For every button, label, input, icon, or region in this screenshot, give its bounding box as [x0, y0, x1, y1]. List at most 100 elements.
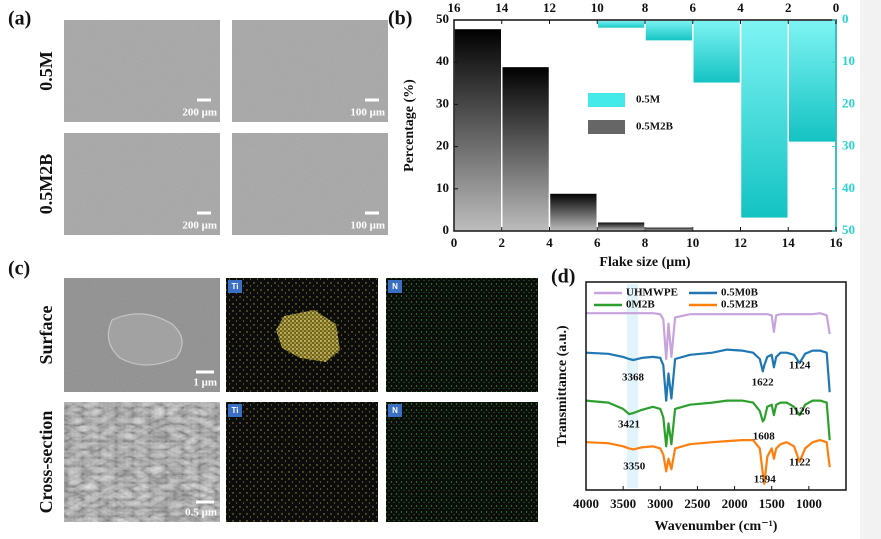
histogram-bar: [787, 19, 837, 144]
spectrum-line: [586, 312, 831, 361]
x-tick-label: 2: [499, 235, 506, 250]
y2-tick-label: 0: [842, 11, 849, 26]
eds-dots: [386, 278, 538, 392]
x-tick-label: 8: [642, 235, 649, 250]
eds-particle: [276, 310, 340, 362]
particle: [107, 313, 183, 366]
scale-bar-label: 200 μm: [182, 107, 217, 119]
element-label: N: [392, 282, 398, 291]
x2-tick-label: 2: [785, 0, 792, 15]
micrograph-texture: [232, 20, 388, 122]
panel-label: (a): [8, 8, 31, 30]
element-label: Ti: [232, 406, 239, 415]
x2-tick-label: 0: [833, 0, 840, 15]
peak-annotation: 3368: [622, 372, 645, 384]
x-tick-label: 2000: [722, 496, 748, 511]
x2-tick-label: 12: [543, 0, 556, 15]
x-tick-label: 16: [830, 235, 844, 250]
scale-bar-label: 100 μm: [350, 220, 385, 232]
panel-label: (b): [388, 8, 412, 30]
peak-annotation: 1622: [752, 377, 775, 389]
legend-swatch: [588, 93, 625, 107]
histogram-bar: [692, 19, 742, 85]
sem-texture: [64, 402, 220, 522]
x2-tick-label: 14: [495, 0, 509, 15]
histogram-bar: [548, 192, 598, 232]
row-label: 0.5M2B: [36, 154, 56, 215]
spectrum-line: [585, 439, 831, 485]
legend-label: UHMWPE: [626, 287, 678, 299]
x-tick-label: 10: [686, 235, 699, 250]
x-tick-label: 0: [451, 235, 458, 250]
x-tick-label: 14: [782, 235, 796, 250]
x2-tick-label: 10: [591, 0, 604, 15]
y-tick-label: 40: [436, 53, 449, 68]
margin-strip: [860, 0, 881, 539]
peak-annotation: 1608: [753, 431, 776, 443]
histogram-bar: [739, 19, 789, 220]
micrograph-texture: [64, 20, 220, 122]
element-badge: [388, 404, 402, 417]
spectrum-line: [585, 348, 831, 402]
spectrum-line: [585, 399, 831, 448]
panel-label: (c): [8, 258, 30, 280]
micrograph-texture: [64, 133, 220, 235]
histogram-bar: [596, 220, 646, 232]
panel-label: (d): [551, 266, 575, 288]
y2-tick-label: 40: [842, 180, 855, 195]
y-tick-label: 50: [436, 11, 449, 26]
element-badge: [228, 404, 242, 417]
y-tick-label: 10: [436, 180, 449, 195]
x-tick-label: 1500: [759, 496, 785, 511]
x-tick-label: 12: [734, 235, 747, 250]
histogram-bar: [453, 27, 503, 232]
legend-swatch: [588, 120, 625, 134]
micrograph-texture: [232, 133, 388, 235]
y2-tick-label: 30: [842, 138, 855, 153]
x-tick-label: 3000: [647, 496, 673, 511]
legend-label: 0.5M: [636, 94, 661, 106]
x2-tick-label: 4: [737, 0, 744, 15]
legend-label: 0.5M2B: [721, 299, 759, 311]
peak-annotation: 3350: [623, 461, 646, 473]
x-tick-label: 4000: [573, 496, 599, 511]
legend-label: 0.5M0B: [721, 287, 759, 299]
x2-tick-label: 8: [642, 0, 649, 15]
peak-annotation: 1594: [754, 474, 777, 486]
y-tick-label: 30: [436, 95, 449, 110]
element-label: Ti: [232, 282, 239, 291]
plot-frame: [585, 281, 847, 491]
element-badge: [228, 280, 242, 293]
peak-annotation: 1122: [789, 457, 811, 469]
legend-label: 0.5M2B: [636, 121, 674, 133]
y-tick-label: 20: [436, 138, 449, 153]
y-tick-label: 0: [443, 222, 450, 237]
histogram-bar: [501, 65, 551, 232]
y2-tick-label: 10: [842, 53, 855, 68]
row-label: 0.5M: [36, 51, 56, 91]
legend-label: 0M2B: [626, 299, 655, 311]
scale-bar-label: 0.5 μm: [185, 507, 217, 519]
x2-tick-label: 16: [448, 0, 462, 15]
y-axis-label: Percentage (%): [402, 79, 417, 172]
y2-tick-label: 20: [842, 95, 855, 110]
scale-bar-label: 100 μm: [350, 107, 385, 119]
row-label: Cross-section: [36, 411, 56, 514]
element-label: N: [392, 406, 398, 415]
x-tick-label: 3500: [610, 496, 636, 511]
element-badge: [388, 280, 402, 293]
highlight-band: [626, 284, 638, 488]
peak-annotation: 1124: [789, 360, 811, 372]
row-label: Surface: [36, 305, 56, 364]
histogram-bar: [596, 19, 646, 30]
x-tick-label: 1000: [796, 496, 822, 511]
eds-dots: [226, 402, 378, 522]
scale-bar-label: 200 μm: [182, 220, 217, 232]
peak-annotation: 3421: [618, 419, 640, 431]
eds-dots: [386, 402, 538, 522]
histogram-bar: [644, 19, 694, 42]
x-axis-label: Flake size (μm): [599, 255, 690, 270]
peak-annotation: 1126: [789, 406, 811, 418]
x-tick-label: 6: [594, 235, 601, 250]
